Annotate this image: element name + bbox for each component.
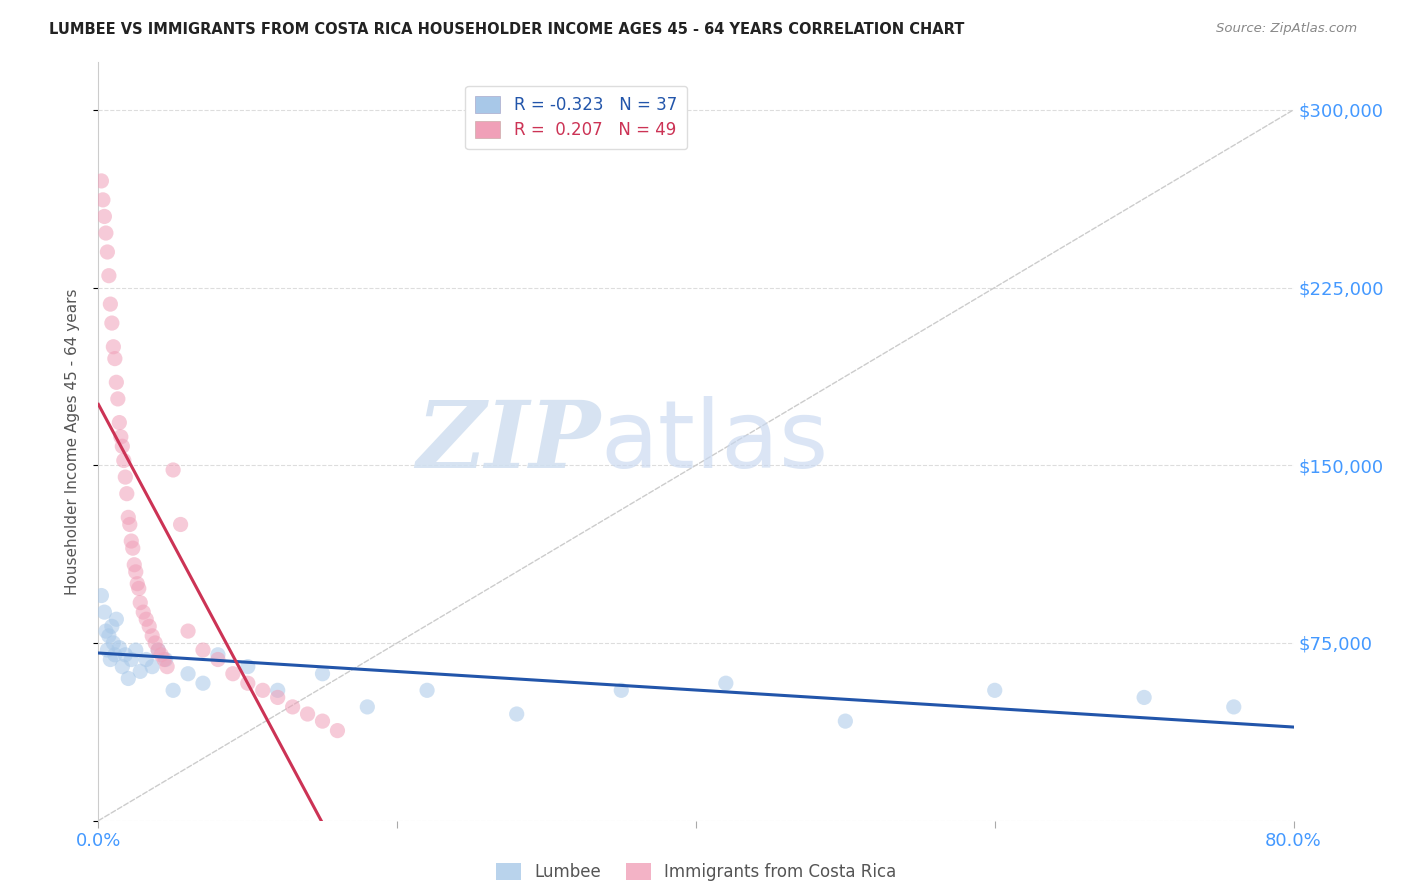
Point (108, 416, 131, 430)
Point (834, 714, 856, 728)
Point (148, 643, 170, 657)
Point (138, 619, 160, 633)
Point (236, 659, 259, 673)
Point (207, 652, 229, 666)
Point (103, 636, 125, 650)
Point (121, 541, 143, 556)
Point (281, 699, 304, 714)
Point (120, 652, 142, 666)
Point (222, 666, 245, 681)
Point (177, 624, 200, 639)
Point (98, 652, 122, 666)
Point (191, 676, 214, 690)
Point (120, 534, 142, 549)
Point (114, 648, 136, 662)
Point (714, 676, 737, 690)
Point (162, 683, 184, 698)
Point (114, 470, 136, 484)
Point (108, 640, 131, 655)
Point (326, 723, 349, 738)
Point (143, 636, 166, 650)
Point (153, 652, 176, 666)
Text: LUMBEE VS IMMIGRANTS FROM COSTA RICA HOUSEHOLDER INCOME AGES 45 - 64 YEARS CORRE: LUMBEE VS IMMIGRANTS FROM COSTA RICA HOU… (49, 22, 965, 37)
Point (252, 683, 274, 698)
Point (148, 643, 170, 657)
Point (90, 174, 112, 188)
Point (125, 643, 148, 657)
Point (141, 629, 163, 643)
Point (104, 351, 127, 366)
Legend: Lumbee, Immigrants from Costa Rica: Lumbee, Immigrants from Costa Rica (489, 856, 903, 888)
Point (98, 297, 122, 311)
Point (129, 596, 152, 610)
Point (118, 517, 141, 532)
Point (97, 629, 120, 643)
Point (150, 648, 173, 662)
Point (297, 706, 319, 721)
Point (141, 659, 163, 673)
Point (135, 612, 157, 626)
Point (96, 244, 118, 259)
Y-axis label: Householder Income Ages 45 - 64 years: Householder Income Ages 45 - 64 years (65, 288, 80, 595)
Point (236, 676, 259, 690)
Point (97, 268, 120, 283)
Point (96, 643, 118, 657)
Point (177, 666, 200, 681)
Point (101, 619, 124, 633)
Point (117, 510, 139, 524)
Point (105, 612, 128, 626)
Point (311, 714, 333, 728)
Point (311, 666, 333, 681)
Point (110, 430, 132, 444)
Point (127, 576, 149, 591)
Point (1133, 690, 1156, 705)
Point (101, 316, 124, 330)
Point (156, 659, 179, 673)
Point (155, 652, 177, 666)
Point (162, 463, 184, 477)
Point (93, 605, 115, 619)
Point (105, 376, 128, 390)
Point (93, 210, 115, 224)
Point (1223, 699, 1246, 714)
Point (107, 392, 129, 406)
Point (207, 648, 229, 662)
Text: ZIP: ZIP (416, 397, 600, 486)
Point (104, 648, 127, 662)
Point (135, 652, 157, 666)
Point (129, 665, 152, 679)
Point (91, 193, 114, 207)
Point (111, 439, 134, 453)
Point (416, 683, 439, 698)
Point (267, 690, 290, 705)
Point (356, 699, 378, 714)
Point (117, 672, 139, 686)
Point (984, 683, 1007, 698)
Point (506, 706, 529, 721)
Point (112, 453, 135, 467)
Point (111, 659, 134, 673)
Point (103, 340, 125, 354)
Point (169, 517, 191, 532)
Point (191, 643, 214, 657)
Point (94, 624, 117, 639)
Point (124, 558, 146, 572)
Point (128, 582, 150, 596)
Text: atlas: atlas (600, 395, 828, 488)
Point (94, 226, 117, 240)
Point (267, 683, 290, 698)
Text: Source: ZipAtlas.com: Source: ZipAtlas.com (1216, 22, 1357, 36)
Point (125, 565, 148, 579)
Point (610, 683, 633, 698)
Point (115, 486, 138, 500)
Point (90, 589, 112, 603)
Point (132, 605, 155, 619)
